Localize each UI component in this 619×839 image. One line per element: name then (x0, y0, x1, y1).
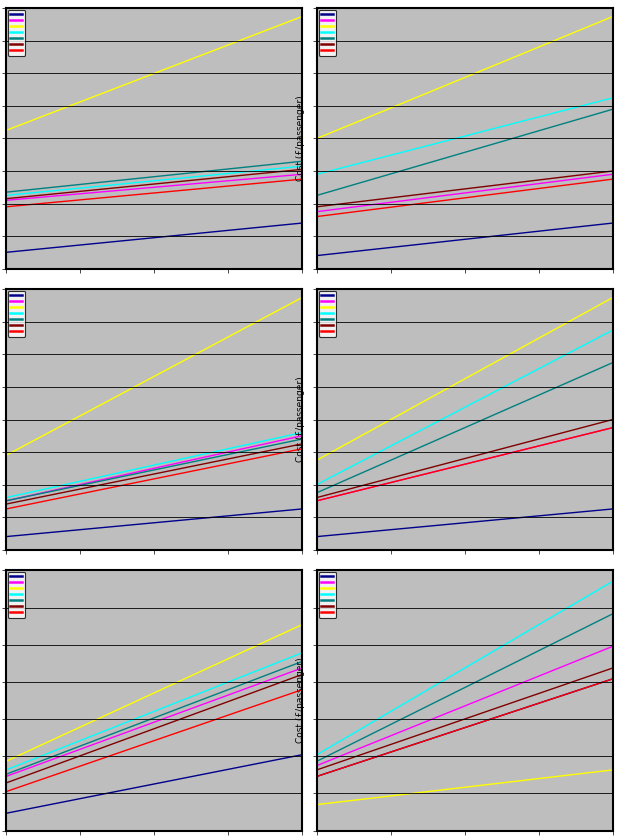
Legend: , , , , , , : , , , , , , (8, 10, 25, 55)
Legend: , , , , , , : , , , , , , (319, 10, 335, 55)
Legend: , , , , , , : , , , , , , (8, 572, 25, 618)
Y-axis label: Cost (£/passenger): Cost (£/passenger) (296, 96, 305, 181)
Legend: , , , , , , : , , , , , , (319, 572, 335, 618)
Y-axis label: Cost (£/passenger): Cost (£/passenger) (296, 658, 305, 743)
Legend: , , , , , , : , , , , , , (8, 291, 25, 336)
Legend: , , , , , , : , , , , , , (319, 291, 335, 336)
Y-axis label: Cost (£/passenger): Cost (£/passenger) (296, 377, 305, 462)
